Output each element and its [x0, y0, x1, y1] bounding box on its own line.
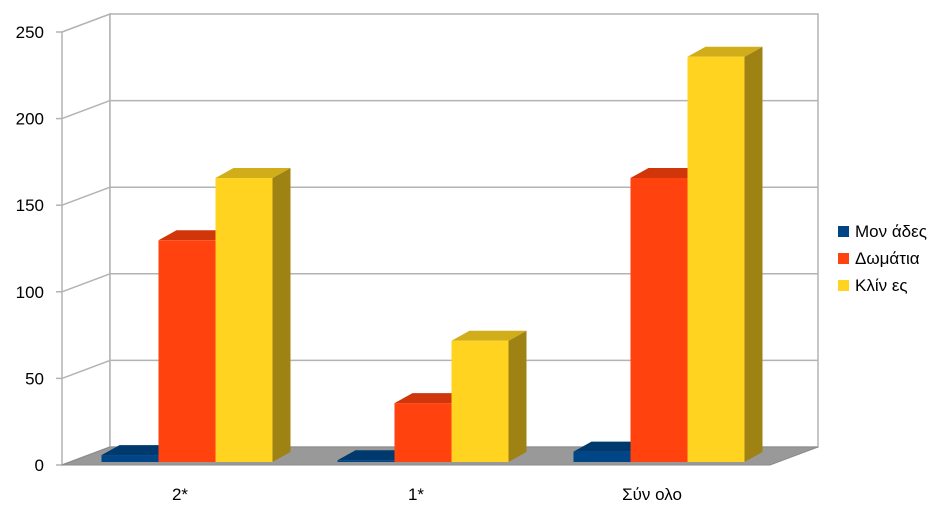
legend-swatch [838, 280, 849, 291]
legend-item: Μον άδες [838, 218, 927, 245]
bar-top [687, 46, 763, 57]
x-tick-label: 2* [172, 485, 188, 504]
legend-item: Κλίν ες [838, 272, 927, 299]
bar [337, 460, 395, 462]
y-tick-label: 150 [16, 196, 44, 215]
bar-top [158, 230, 234, 241]
gridline-side [61, 359, 111, 380]
bar [451, 340, 509, 462]
bar-top [451, 330, 527, 341]
bar [215, 177, 273, 462]
legend-item: Δωμάτια [838, 245, 927, 272]
y-tick-label: 200 [16, 110, 44, 129]
bar [573, 451, 631, 462]
legend: Μον άδες Δωμάτια Κλίν ες [838, 218, 927, 299]
legend-swatch [838, 226, 849, 237]
bar-top [101, 445, 177, 456]
legend-label: Κλίν ες [855, 275, 908, 295]
bar [101, 455, 159, 462]
bar-side [272, 167, 291, 462]
gridline-side [61, 186, 111, 206]
bar [394, 403, 452, 462]
y-tick-label: 100 [16, 283, 44, 302]
bar-top [573, 441, 649, 452]
x-tick-label: 1* [408, 485, 424, 504]
legend-label: Δωμάτια [855, 248, 920, 268]
gridline-side [61, 99, 111, 120]
bar-side [744, 46, 763, 462]
y-tick-label: 0 [35, 456, 44, 475]
bar [158, 240, 216, 462]
bar-top [215, 167, 291, 178]
y-tick-label: 50 [25, 369, 44, 388]
x-tick-label: Σύν ολο [622, 485, 682, 504]
y-tick-label: 250 [16, 23, 44, 42]
legend-swatch [838, 253, 849, 264]
bar-top [337, 450, 413, 461]
bar [687, 56, 745, 462]
bar-top [630, 167, 706, 178]
side-wall [61, 12, 111, 467]
gridline-side [61, 273, 111, 293]
legend-label: Μον άδες [855, 221, 927, 241]
bar-top [394, 393, 470, 404]
bar [630, 177, 688, 462]
bar-side [508, 330, 527, 462]
